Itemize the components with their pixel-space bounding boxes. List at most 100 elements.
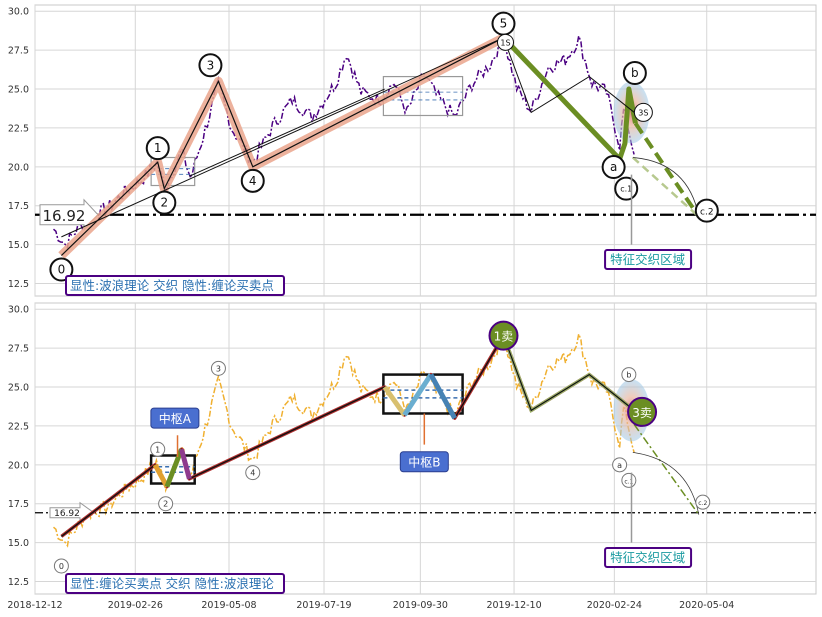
signal-circle	[488, 320, 519, 351]
panel-bottom: 12.5 15.0 17.5 20.0 22.5 25.0 27.5 30.0 2018-12-…	[7, 302, 817, 611]
extra-label: 3S	[638, 108, 648, 117]
wave-label: 4	[249, 174, 257, 188]
panel-top: 12.5 15.0 17.5 20.0 22.5 25.0 27.5 30.0 16.92 0 1 2…	[8, 4, 817, 297]
wave-label: a	[610, 160, 617, 174]
x-tick-label: 2019-07-19	[296, 600, 351, 611]
y-tick-label: 25.0	[8, 383, 29, 394]
region-label: 特征交织区域	[610, 252, 685, 267]
y-tick-label: 17.5	[8, 201, 29, 212]
wave-label-circle	[612, 457, 628, 473]
wave-label: 1	[154, 141, 162, 155]
wave-label-circle	[601, 155, 626, 180]
x-tick-label: 2019-02-26	[108, 600, 163, 611]
wave-label-circle	[695, 494, 711, 510]
zhongshu-segment	[179, 448, 192, 480]
y-tick-label: 12.5	[8, 577, 29, 588]
wave-label-circle	[622, 61, 647, 86]
y-tick-label: 30.0	[8, 7, 29, 18]
bi-line	[502, 335, 639, 414]
wave-label-circle	[240, 168, 265, 193]
wave-label: a	[617, 461, 622, 470]
signal-label: 3卖	[632, 406, 652, 420]
y-tick-label: 27.5	[8, 344, 29, 355]
y-tick-label: 20.0	[8, 460, 29, 471]
y-tick-label: 12.5	[8, 279, 29, 290]
wave-label-circle	[158, 496, 174, 512]
wave-label: b	[626, 371, 631, 380]
projected-wave	[633, 122, 701, 218]
wave-label-circle	[150, 441, 166, 457]
zhongshu-segment	[402, 373, 434, 417]
zhongshu-label-box	[150, 407, 200, 429]
bi-line	[189, 88, 385, 177]
region-label-frame	[604, 248, 693, 270]
wave-label: 2	[161, 196, 169, 210]
x-tick-label: 2020-05-04	[679, 600, 734, 611]
y-tick-label: 25.0	[8, 85, 29, 96]
correction-wave	[501, 35, 638, 162]
wave-label-circle	[49, 257, 74, 282]
wave-label-circle	[152, 190, 177, 215]
signal-label: 1卖	[494, 330, 514, 344]
wave-label: 0	[59, 562, 64, 571]
wave-label: 5	[500, 17, 508, 31]
zhongshu-box	[382, 373, 464, 415]
text-box-frame	[65, 573, 285, 594]
y-tick-label: 15.0	[8, 240, 29, 251]
wave-label-circle	[145, 136, 170, 161]
x-tick-label: 2020-02-24	[587, 600, 642, 611]
text-box-label: 显性:缠论买卖点 交织 隐性:波浪理论	[70, 576, 274, 591]
text-box-label: 显性:波浪理论 交织 隐性:缠论买卖点	[70, 278, 274, 293]
zhongshu-label: 中枢A	[159, 411, 192, 426]
wave-label: c.1	[624, 478, 633, 485]
wave-label-circle	[621, 472, 637, 488]
x-tick-label: 2019-05-08	[201, 600, 256, 611]
y-tick-label: 27.5	[8, 46, 29, 57]
wave-label-circle	[694, 198, 719, 223]
zhongshu-segment	[152, 463, 170, 488]
wave-label: 4	[250, 469, 255, 478]
trend-line	[61, 37, 504, 238]
wave-label: 0	[58, 263, 66, 277]
bi-line	[503, 37, 639, 116]
y-tick-label: 22.5	[8, 123, 29, 134]
zhongshu-label-box	[399, 451, 449, 473]
y-tick-label: 22.5	[8, 421, 29, 432]
wave-label: 3	[207, 58, 215, 72]
wave-label-circle	[53, 558, 69, 574]
text-box: 显性:缠论买卖点 交织 隐性:波浪理论	[65, 573, 285, 594]
region-label-frame	[604, 546, 693, 568]
zhongshu-segment	[164, 448, 184, 488]
wave-label-circle	[621, 367, 637, 383]
extra-label: c.1	[620, 185, 632, 194]
zhongshu-segment	[428, 373, 457, 420]
region-label: 特征交织区域	[610, 550, 685, 565]
extra-label-circle	[633, 102, 653, 122]
projected-wave-alt	[631, 156, 700, 218]
x-tick-label: 2019-12-10	[486, 600, 541, 611]
zhongshu-segment	[382, 385, 407, 417]
signal-circle	[627, 396, 658, 427]
wave-label-circle	[198, 53, 223, 78]
text-box: 显性:波浪理论 交织 隐性:缠论买卖点	[65, 275, 285, 296]
zhongshu-label: 中枢B	[408, 455, 440, 470]
wave-label: c.2	[698, 500, 707, 507]
wave-line	[60, 37, 504, 256]
wave-label: b	[631, 66, 639, 80]
reference-value-label: 16.92	[43, 207, 86, 225]
extra-label-circle	[496, 33, 514, 51]
text-box-frame	[65, 275, 285, 296]
y-tick-label: 15.0	[8, 538, 29, 549]
y-tick-label: 30.0	[8, 305, 29, 316]
wave-label-circle	[245, 465, 261, 481]
y-tick-label: 20.0	[8, 162, 29, 173]
reference-value-label: 16.92	[54, 509, 80, 519]
x-tick-label: 2019-09-30	[393, 600, 448, 611]
wave-label-circle	[210, 360, 226, 376]
wave-label: 1	[155, 445, 160, 454]
wave-label: c.2	[700, 208, 714, 218]
wave-label: 3	[216, 364, 221, 373]
x-tick-label: 2018-12-12	[7, 600, 62, 611]
projected-wave	[633, 423, 700, 516]
